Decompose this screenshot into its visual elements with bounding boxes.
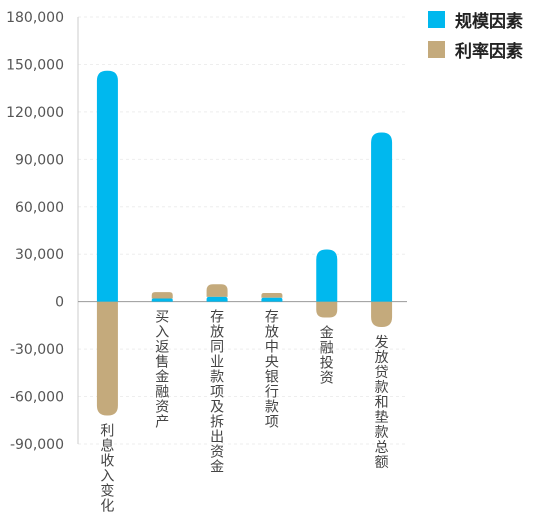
- y-tick-label: 180,000: [6, 10, 64, 26]
- bar-scale: [371, 132, 393, 302]
- gridlines: [78, 16, 407, 445]
- bar-rate: [316, 301, 338, 318]
- bar-scale: [261, 297, 283, 302]
- legend-label-scale: 规模因素: [455, 11, 523, 32]
- y-tick-label: -30,000: [10, 342, 64, 358]
- axes: [77, 17, 407, 444]
- bar-rate: [371, 301, 393, 327]
- legend-swatch-rate: [428, 40, 445, 58]
- y-tick-label: 150,000: [6, 57, 64, 73]
- y-tick-label: 0: [55, 295, 64, 311]
- bar-rate: [206, 284, 228, 297]
- x-tick-label: 发放贷款和垫款总额: [375, 335, 389, 471]
- x-tick-label: 买入返售金融资产: [155, 310, 169, 431]
- x-tick-label: 存放中央银行款项: [265, 310, 279, 431]
- bar-scale: [206, 296, 228, 302]
- y-tick-label: 90,000: [15, 152, 64, 168]
- x-tick-label: 金融投资: [320, 325, 334, 386]
- legend-item-scale: 规模因素: [428, 4, 523, 34]
- legend-item-rate: 利率因素: [428, 34, 523, 64]
- x-tick-label: 利息收入变化: [100, 424, 114, 515]
- bar-rate: [96, 301, 118, 416]
- bar-scale: [96, 70, 118, 302]
- y-tick-label: 60,000: [15, 200, 64, 216]
- x-tick-label: 存放同业款项及拆出资金: [210, 310, 224, 476]
- y-tick-label: 120,000: [6, 105, 64, 121]
- bar-rate: [151, 292, 173, 299]
- labels: 180,000 150,000 120,000 90,000 60,000 30,000 0…: [6, 10, 388, 515]
- bars: [96, 70, 393, 416]
- bar-rate: [261, 292, 283, 298]
- y-tick-label: -60,000: [10, 390, 64, 406]
- legend-label-rate: 利率因素: [455, 41, 523, 62]
- legend-swatch-scale: [428, 10, 445, 28]
- legend: 规模因素 利率因素: [428, 4, 523, 64]
- bar-scale: [151, 298, 173, 302]
- y-tick-label: 30,000: [15, 247, 64, 263]
- bar-scale: [316, 249, 338, 302]
- y-tick-label: -90,000: [10, 437, 64, 453]
